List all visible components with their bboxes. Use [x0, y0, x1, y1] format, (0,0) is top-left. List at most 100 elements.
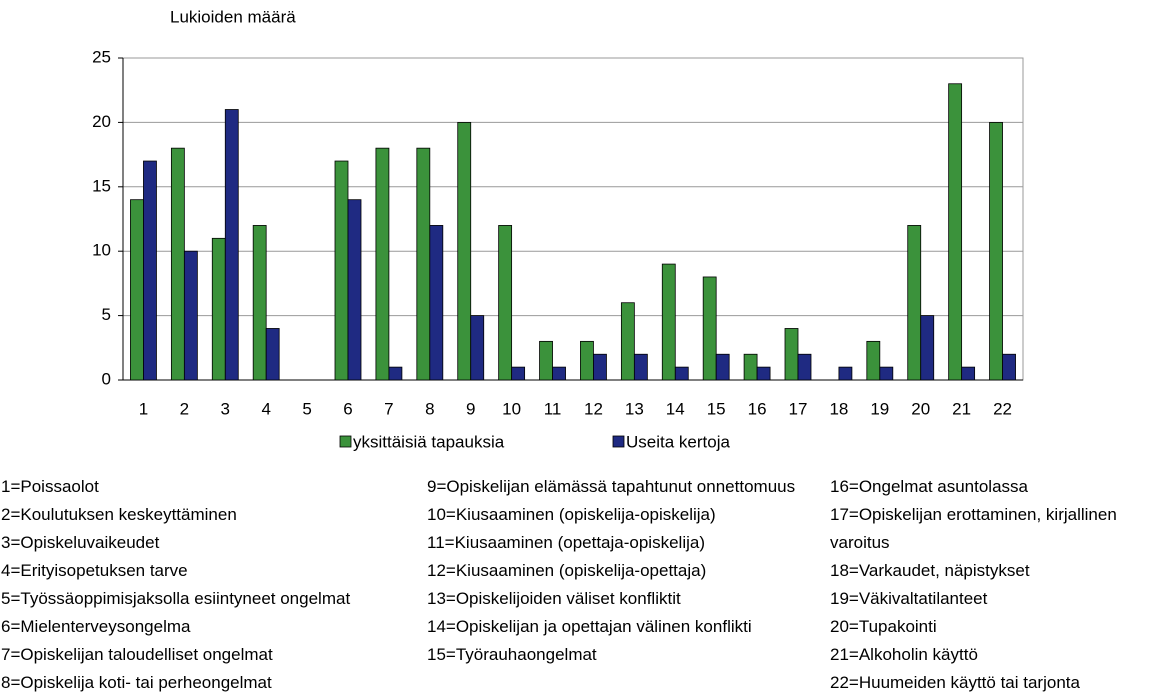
note: 11=Kiusaaminen (opettaja-opiskelija): [427, 533, 705, 552]
x-tick-label: 18: [829, 399, 848, 418]
y-tick-label: 5: [102, 305, 111, 324]
bar: [457, 122, 472, 381]
x-tick-label: 13: [625, 399, 644, 418]
bar: [347, 199, 362, 381]
note: 4=Erityisopetuksen tarve: [1, 561, 188, 580]
y-tick-label: 10: [92, 241, 111, 260]
note-column: 9=Opiskelijan elämässä tapahtunut onnett…: [427, 473, 822, 669]
legend-swatch: [339, 435, 352, 448]
bar: [879, 366, 894, 381]
x-tick-label: 22: [993, 399, 1012, 418]
bar: [907, 225, 922, 381]
bar: [620, 302, 635, 381]
note: 8=Opiskelija koti- tai perheongelmat: [1, 673, 272, 692]
x-tick-label: 10: [502, 399, 521, 418]
note: 7=Opiskelijan taloudelliset ongelmat: [1, 645, 273, 664]
note: 3=Opiskeluvaikeudet: [1, 533, 160, 552]
note: 2=Koulutuksen keskeyttäminen: [1, 505, 237, 524]
note: 17=Opiskelijan erottaminen, kirjallinen …: [830, 505, 1117, 552]
note: 16=Ongelmat asuntolassa: [830, 477, 1028, 496]
note: 12=Kiusaaminen (opiskelija-opettaja): [427, 561, 707, 580]
note: 1=Poissaolot: [1, 477, 99, 496]
bar: [416, 147, 431, 381]
note: 18=Varkaudet, näpistykset: [830, 561, 1030, 580]
note: 6=Mielenterveysongelma: [1, 617, 191, 636]
x-tick-label: 4: [261, 399, 270, 418]
bar: [715, 353, 730, 381]
bar: [1002, 353, 1016, 381]
x-tick-label: 20: [911, 399, 930, 418]
bar: [143, 160, 157, 381]
bar: [252, 225, 267, 381]
note: 10=Kiusaaminen (opiskelija-opiskelija): [427, 505, 716, 524]
bar: [633, 353, 648, 381]
bar: [211, 237, 226, 381]
bar: [866, 340, 881, 381]
legend-label: yksittäisiä tapauksia: [353, 432, 505, 451]
bar: [375, 147, 390, 381]
note: 21=Alkoholin käyttö: [830, 645, 978, 664]
bar: [334, 160, 349, 381]
bar: [498, 225, 513, 381]
x-tick-label: 12: [584, 399, 603, 418]
x-tick-label: 2: [180, 399, 189, 418]
x-tick-label: 17: [789, 399, 808, 418]
x-tick-label: 9: [466, 399, 475, 418]
note-column: 1=Poissaolot 2=Koulutuksen keskeyttäminen…: [1, 473, 421, 694]
note: 5=Työssäoppimisjaksolla esiintyneet onge…: [1, 589, 351, 608]
bar: [989, 122, 1003, 381]
bar: [130, 199, 144, 381]
plot-area: [122, 57, 1024, 381]
bar: [511, 366, 526, 381]
bar: [920, 315, 935, 381]
x-tick-label: 7: [384, 399, 393, 418]
x-tick-label: 1: [139, 399, 148, 418]
x-tick-label: 8: [425, 399, 434, 418]
bar: [784, 328, 799, 381]
y-tick-label: 15: [92, 176, 111, 195]
bar: [170, 147, 185, 381]
x-tick-label: 11: [544, 399, 562, 418]
bar: [224, 109, 239, 381]
bar: [183, 250, 198, 381]
bar: [756, 366, 771, 381]
x-tick-label: 5: [302, 399, 311, 418]
note: 14=Opiskelijan ja opettajan välinen konf…: [427, 617, 752, 636]
x-tick-label: 14: [666, 399, 685, 418]
x-tick-label: 21: [952, 399, 971, 418]
bar: [265, 328, 280, 381]
bar: [580, 340, 594, 381]
bar: [743, 353, 758, 381]
bar: [674, 366, 689, 381]
legend-swatch: [612, 435, 625, 448]
note: 22=Huumeiden käyttö tai tarjonta: [830, 673, 1080, 692]
bar: [702, 276, 717, 381]
bar: [961, 366, 976, 381]
x-tick-label: 3: [221, 399, 230, 418]
bar: [661, 263, 676, 381]
legend-label: Useita kertoja: [626, 432, 730, 451]
note: 13=Opiskelijoiden väliset konfliktit: [427, 589, 681, 608]
bar: [552, 366, 566, 381]
x-tick-label: 15: [707, 399, 726, 418]
bar: [948, 83, 963, 381]
bar: [838, 366, 853, 381]
note-column: 16=Ongelmat asuntolassa 17=Opiskelijan er…: [830, 473, 1170, 694]
bar: [797, 353, 812, 381]
y-tick-label: 20: [92, 112, 111, 131]
y-axis-title: Lukioiden määrä: [170, 7, 296, 26]
x-tick-label: 19: [870, 399, 889, 418]
y-tick-label: 0: [102, 369, 111, 388]
note: 20=Tupakointi: [830, 617, 937, 636]
bar: [593, 353, 607, 381]
note: 9=Opiskelijan elämässä tapahtunut onnett…: [427, 477, 796, 496]
bar: [429, 225, 444, 381]
y-tick-label: 25: [92, 47, 111, 66]
bar: [470, 315, 485, 381]
x-tick-label: 6: [343, 399, 352, 418]
note: 19=Väkivaltatilanteet: [830, 589, 988, 608]
note: 15=Työrauhaongelmat: [427, 645, 597, 664]
bar: [388, 366, 403, 381]
